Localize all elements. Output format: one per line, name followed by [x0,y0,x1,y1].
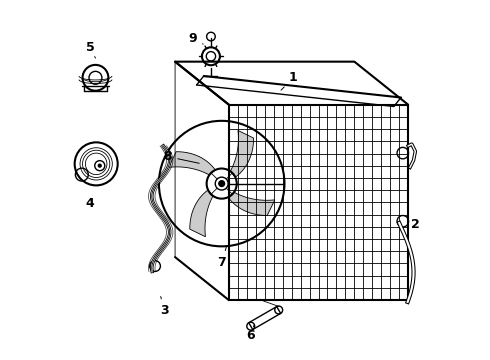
Text: 4: 4 [86,197,95,210]
Text: 8: 8 [164,150,199,163]
Polygon shape [169,152,215,175]
Polygon shape [190,190,213,237]
Circle shape [219,181,224,186]
Text: 3: 3 [160,297,169,318]
Text: 2: 2 [408,218,420,231]
Polygon shape [230,130,253,177]
Text: 9: 9 [189,32,203,45]
Circle shape [98,164,101,167]
Text: 5: 5 [86,41,96,58]
Polygon shape [228,192,275,216]
Text: 6: 6 [246,325,255,342]
Text: 7: 7 [218,247,226,269]
Text: 1: 1 [281,71,298,90]
